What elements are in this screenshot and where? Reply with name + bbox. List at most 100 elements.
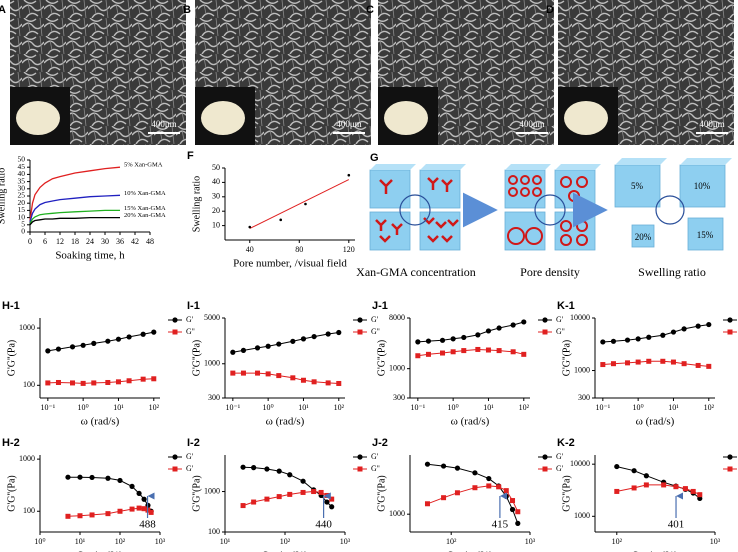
marker <box>324 499 330 505</box>
x-tick-label: 48 <box>146 237 154 246</box>
series-label: 15% Xan-GMA <box>124 205 166 212</box>
series-line <box>47 331 154 352</box>
y-axis-title: G'G''(Pa) <box>376 475 387 512</box>
marker <box>105 338 111 344</box>
marker <box>706 363 712 369</box>
marker <box>660 358 666 364</box>
y-tick-label: 0 <box>21 227 25 236</box>
series-line <box>68 476 152 512</box>
marker <box>510 322 516 328</box>
marker <box>600 362 606 368</box>
y-axis-title: G'G''(Pa) <box>561 340 572 377</box>
x-axis-title: ω (rad/s) <box>636 416 675 428</box>
y-tick-label: 1000 <box>19 454 35 463</box>
y-axis-title: G'G''(Pa) <box>6 475 17 512</box>
marker <box>439 337 446 343</box>
x-axis-title: Strain (%) <box>77 550 123 552</box>
y-tick-label: 10000 <box>570 313 590 322</box>
marker <box>172 317 178 323</box>
legend-label: G' <box>556 315 564 324</box>
marker <box>329 496 335 502</box>
marker <box>45 348 51 354</box>
series-label: 5% Xan-GMA <box>124 162 163 169</box>
panel-letter: A <box>0 4 6 16</box>
marker <box>172 454 178 460</box>
marker <box>631 485 637 491</box>
y-tick-label: 100 <box>23 380 35 389</box>
marker <box>264 496 270 502</box>
marker <box>450 349 456 355</box>
panel-letter: I-1 <box>187 300 200 312</box>
legend-label: G' <box>186 452 194 461</box>
y-axis-title: Swelling ratio <box>0 168 7 224</box>
marker <box>600 339 606 345</box>
y-tick-label: 1000 <box>204 486 220 495</box>
marker <box>631 468 637 474</box>
marker <box>610 338 617 344</box>
marker <box>624 337 631 343</box>
marker <box>287 491 293 497</box>
marker <box>681 326 687 332</box>
legend-label: G'' <box>371 327 380 336</box>
y-tick-label: 8000 <box>389 313 405 322</box>
x-tick-label: 10⁰ <box>633 403 644 412</box>
x-tick-label: 10¹ <box>113 403 124 412</box>
marker <box>126 334 132 340</box>
marker <box>248 225 252 229</box>
marker <box>515 509 521 515</box>
y-tick-label: 100 <box>208 527 220 536</box>
marker <box>690 488 696 494</box>
x-axis-title: Soaking time, h <box>55 250 125 262</box>
marker <box>357 454 363 460</box>
marker <box>614 463 620 470</box>
annotation-label: 488 <box>139 519 156 531</box>
marker <box>117 477 123 484</box>
marker <box>255 370 261 376</box>
marker <box>461 348 467 354</box>
marker <box>105 379 111 385</box>
marker <box>172 466 178 472</box>
marker <box>129 506 135 512</box>
y-tick-label: 15 <box>18 205 26 214</box>
legend-label: G'' <box>556 327 565 336</box>
x-tick-label: 10⁻¹ <box>411 403 426 412</box>
marker <box>542 317 548 323</box>
x-tick-label: 30 <box>101 237 109 246</box>
panel-letter: I-2 <box>187 437 200 449</box>
marker <box>240 464 246 470</box>
x-tick-label: 10² <box>446 537 457 546</box>
marker <box>441 495 447 501</box>
marker <box>625 360 631 366</box>
x-tick-label: 10⁻¹ <box>226 403 241 412</box>
series-line <box>29 209 120 224</box>
y-axis-title: G'G''(Pa) <box>191 340 202 377</box>
marker <box>646 334 652 340</box>
x-axis-title: Pore number, /visual field <box>233 258 347 270</box>
marker <box>115 379 121 385</box>
marker <box>251 465 257 471</box>
y-axis-title: Swelling ratio <box>191 176 202 232</box>
marker <box>336 329 342 336</box>
marker <box>325 380 331 386</box>
marker <box>475 346 481 352</box>
marker <box>140 376 146 382</box>
panel-letter: B <box>183 4 191 16</box>
x-tick-label: 10³ <box>525 537 536 546</box>
x-axis-title: Strain (%) <box>447 550 493 552</box>
marker <box>77 474 83 480</box>
marker <box>276 341 282 347</box>
marker <box>240 503 246 509</box>
swell-label: 20% <box>635 232 652 242</box>
marker <box>105 475 111 481</box>
x-tick-label: 10² <box>519 403 530 412</box>
series-line <box>29 166 121 221</box>
series-label: 20% Xan-GMA <box>124 212 166 219</box>
x-tick-label: 10¹ <box>483 403 494 412</box>
marker <box>415 353 421 359</box>
scale-label: 400μm <box>699 119 724 129</box>
marker <box>440 350 446 356</box>
marker <box>151 329 157 335</box>
marker <box>91 340 97 346</box>
y-axis-title: G'G''(Pa) <box>6 340 17 377</box>
marker <box>415 339 421 345</box>
